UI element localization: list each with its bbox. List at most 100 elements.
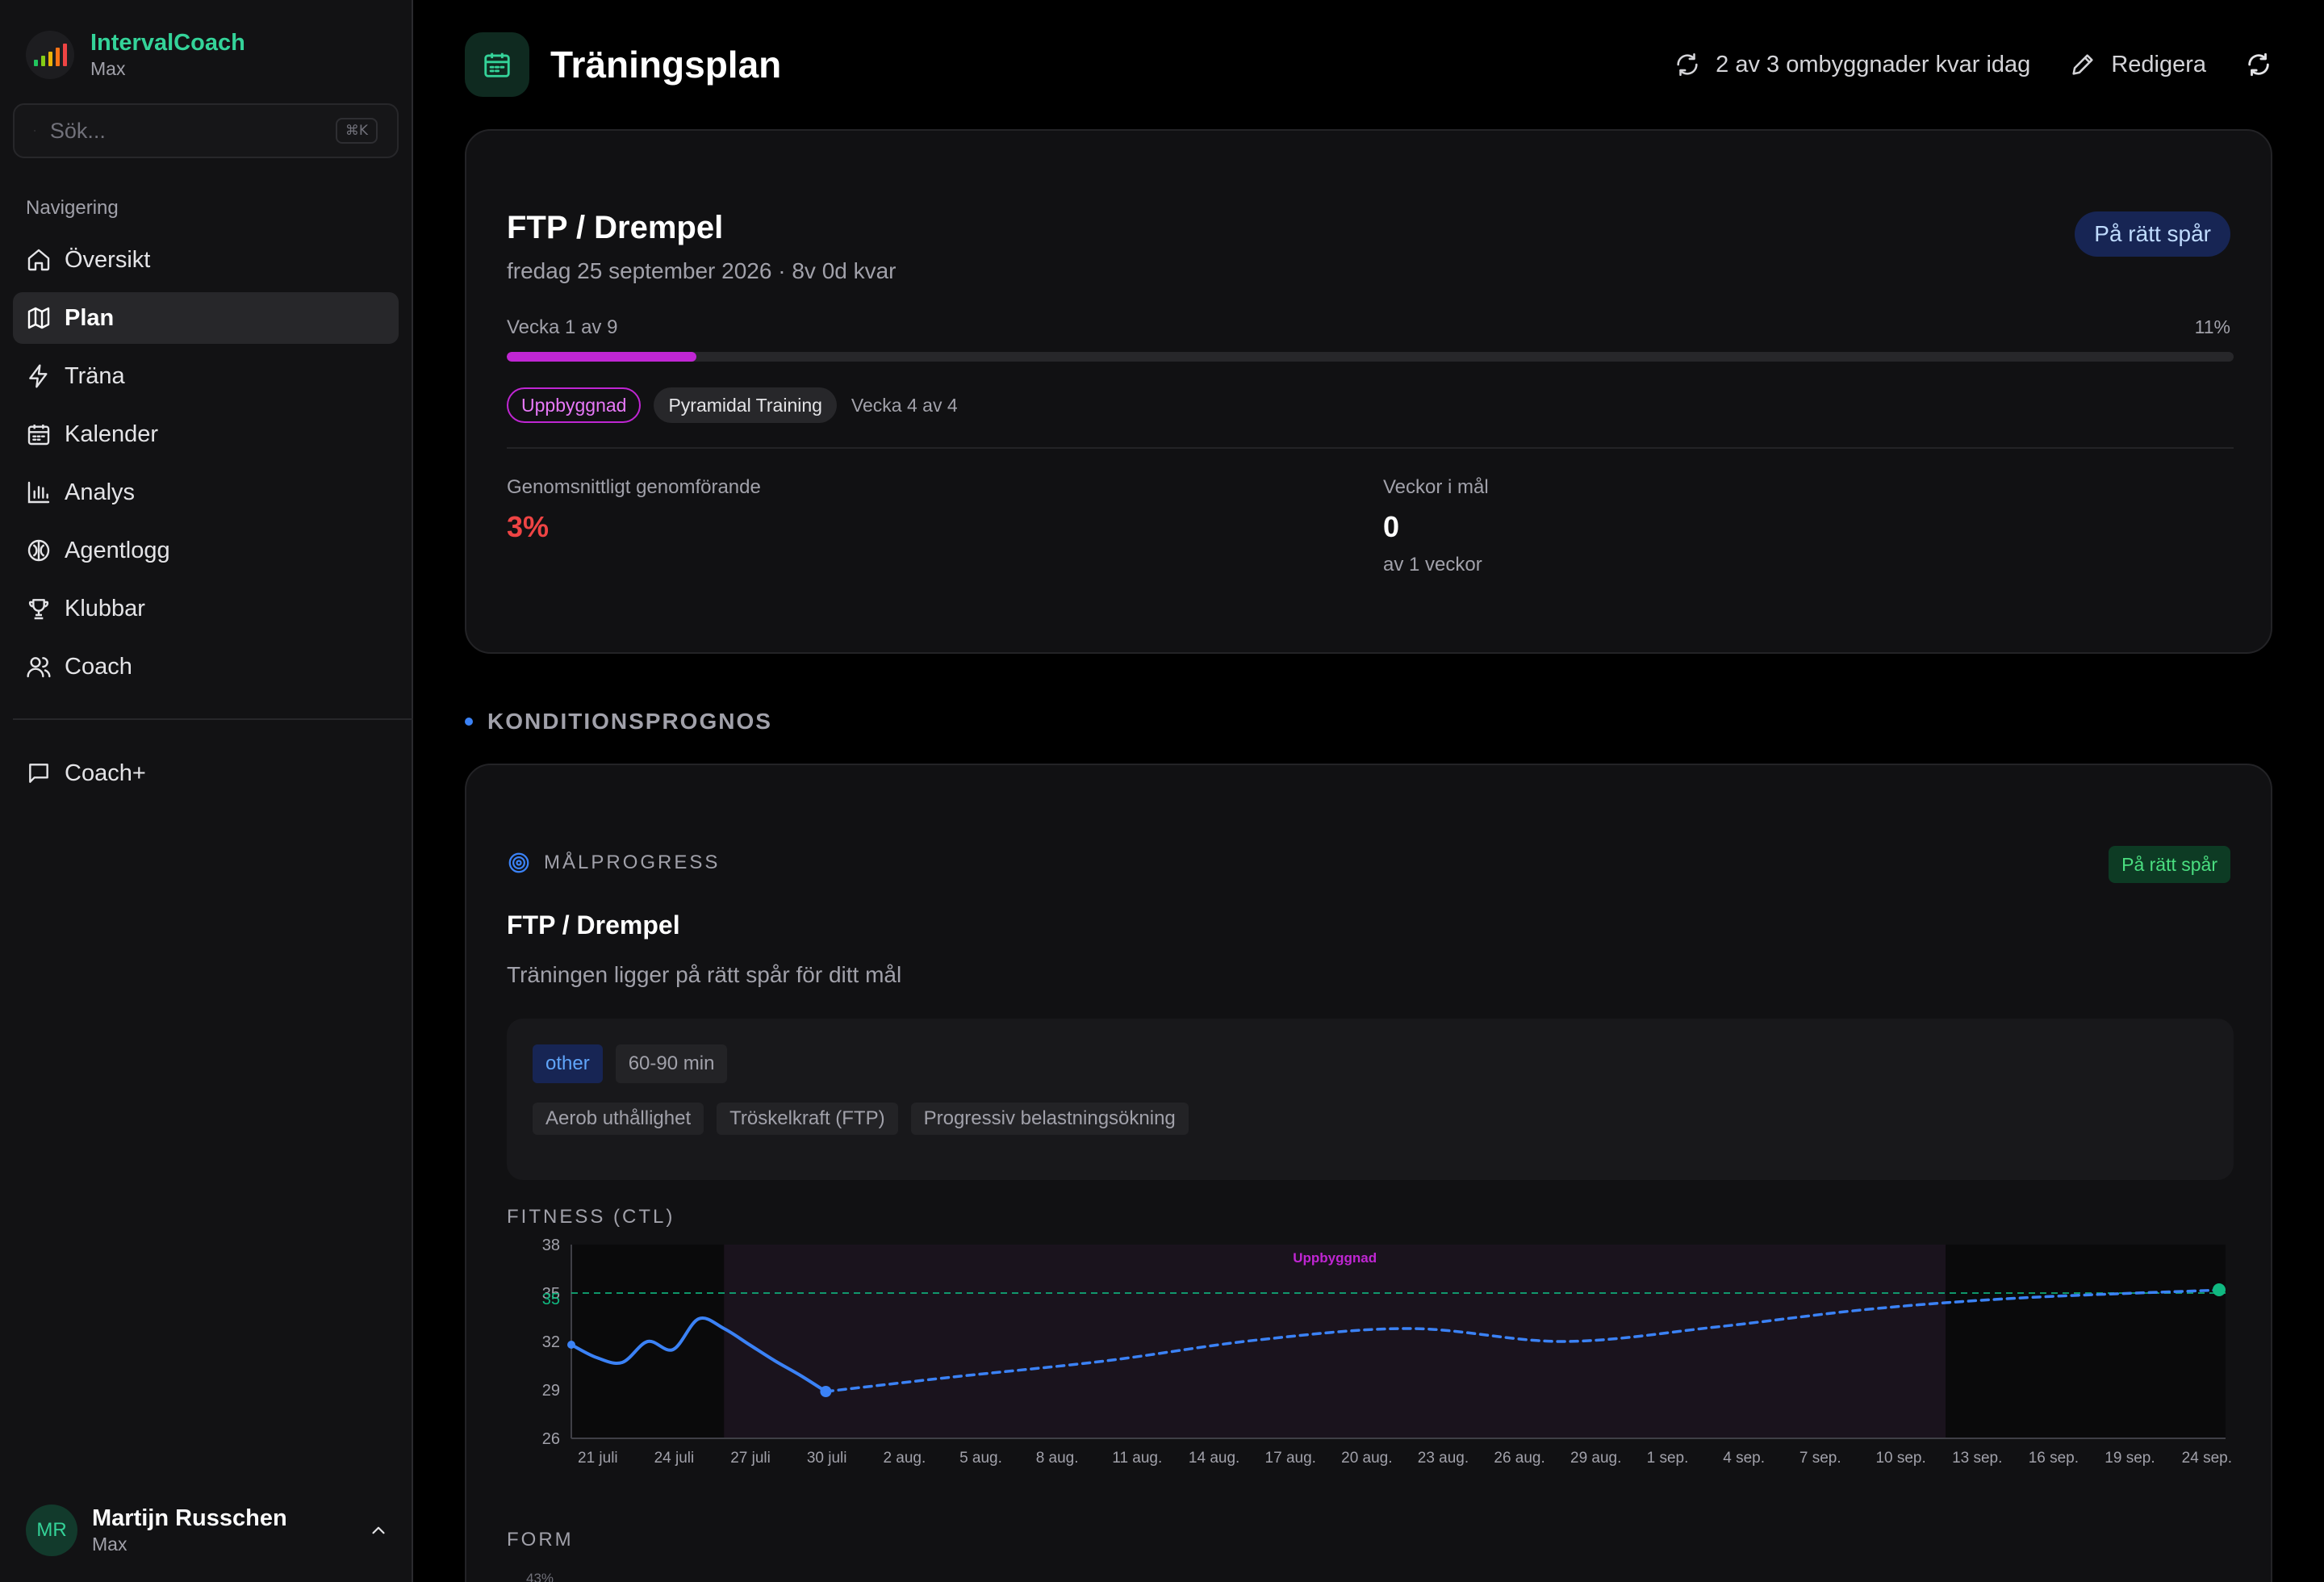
avg-completion-stat: Genomsnittligt genomförande 3% [507,476,761,544]
status-badge: På rätt spår [2109,846,2230,883]
brand[interactable]: IntervalCoach Max [26,26,245,84]
x-tick-label: 4 sep. [1723,1450,1765,1467]
rebuild-counter-text: 2 av 3 ombyggnader kvar idag [1716,51,2031,77]
y-tick-label: 38 [542,1237,560,1254]
x-tick-label: 17 aug. [1265,1450,1316,1467]
chevron-up-icon[interactable] [368,1520,389,1541]
user-name: Martijn Russchen [92,1505,287,1531]
x-tick-label: 24 sep. [2182,1450,2232,1467]
form-y-tick: 43% [526,1571,554,1582]
stat-label: Genomsnittligt genomförande [507,476,761,498]
page-title: Träningsplan [550,44,782,86]
sidebar-item-analys[interactable]: Analys [13,467,399,518]
goal-progress-label: MÅLPROGRESS [544,852,721,873]
sidebar-item-label: Agentlogg [65,537,170,563]
x-tick-label: 23 aug. [1418,1450,1469,1467]
section-title-text: KONDITIONSPROGNOS [487,709,772,734]
chart-title: FITNESS (CTL) [507,1206,675,1228]
bar-chart-icon [27,481,50,504]
sidebar-item-kalender[interactable]: Kalender [13,408,399,460]
goal-title: FTP / Drempel [507,210,724,245]
plan-progress-fill [507,352,697,362]
search-box[interactable]: ⌘K [13,103,399,158]
sidebar-item-trana[interactable]: Träna [13,350,399,402]
phase-band-label: Uppbyggnad [1293,1250,1377,1266]
sidebar-item-coach[interactable]: Coach [13,641,399,693]
x-tick-label: 10 sep. [1875,1450,1925,1467]
forecast-card: MÅLPROGRESS På rätt spår FTP / Drempel T… [465,764,2272,1582]
main-nav: Översikt Plan Träna Kalender Analys Agen… [13,234,399,699]
page-header: Träningsplan 2 av 3 ombyggnader kvar ida… [465,32,2272,97]
stat-value: 3% [507,510,550,543]
logo-icon [26,31,74,79]
tag-focus: Aerob uthållighet [533,1103,704,1135]
brain-icon [27,539,50,562]
week-percent: 11% [2194,316,2230,337]
forecast-description: Träningen ligger på rätt spår för ditt m… [507,962,902,987]
search-icon [34,130,36,132]
week-label: Vecka 1 av 9 [507,316,618,338]
goal-point [2213,1283,2226,1296]
edit-button[interactable]: Redigera [2069,51,2206,78]
home-icon [27,249,50,271]
sidebar-item-plan[interactable]: Plan [13,292,399,344]
sidebar-item-coach-plus[interactable]: Coach+ [13,747,399,799]
sidebar-item-klubbar[interactable]: Klubbar [13,583,399,634]
sidebar-item-label: Coach [65,653,132,680]
user-menu[interactable]: MR Martijn Russchen Max [26,1501,389,1559]
phase-chip: Uppbyggnad [507,387,642,423]
x-tick-label: 20 aug. [1341,1450,1392,1467]
trophy-icon [28,599,49,620]
app-name: IntervalCoach [90,30,245,56]
block-chip: Pyramidal Training [654,387,837,423]
calendar-icon [27,425,50,446]
x-tick-label: 7 sep. [1799,1450,1841,1467]
plan-progress-bar [507,352,2234,362]
user-plan: Max [92,1534,127,1555]
stat-sub: av 1 veckor [1383,554,1482,575]
x-tick-label: 2 aug. [883,1450,926,1467]
x-tick-label: 5 aug. [959,1450,1002,1467]
sidebar-divider [13,718,413,720]
projected-ctl-line [824,1288,2227,1393]
y-tick-label: 26 [542,1430,560,1448]
target-icon [508,852,529,873]
x-tick-label: 8 aug. [1036,1450,1079,1467]
block-week: Vecka 4 av 4 [851,394,958,416]
tag-row: other 60-90 min [533,1044,740,1083]
tags-box: other 60-90 min Aerob uthållighet Tröske… [507,1019,2234,1180]
sidebar-item-agentlogg[interactable]: Agentlogg [13,525,399,576]
today-point [820,1386,832,1397]
sidebar-item-oversikt[interactable]: Översikt [13,234,399,286]
x-tick-label: 24 juli [654,1450,695,1467]
x-tick-label: 14 aug. [1189,1450,1239,1467]
stat-label: Veckor i mål [1383,476,1489,498]
target-label: 35 [542,1291,560,1308]
y-tick-label: 32 [542,1333,560,1351]
edit-button-label: Redigera [2111,51,2206,77]
x-tick-label: 21 juli [578,1450,618,1467]
goal-progress-header: MÅLPROGRESS [507,851,720,875]
tag-focus: Progressiv belastningsökning [910,1103,1189,1135]
card-divider [507,447,2234,449]
goal-date: fredag 25 september 2026 · 8v 0d kvar [507,258,897,283]
phase-band [724,1245,1946,1438]
sidebar-item-label: Träna [65,362,125,389]
y-tick-label: 29 [542,1382,560,1400]
stat-value: 0 [1383,510,1400,543]
tag-focus: Tröskelkraft (FTP) [717,1103,898,1135]
sidebar-item-label: Coach+ [65,760,146,786]
y-tick-label: 35 [542,1285,560,1303]
search-input[interactable] [49,118,336,144]
x-tick-label: 16 sep. [2029,1450,2079,1467]
x-tick-label: 19 sep. [2105,1450,2155,1467]
rebuild-counter: 2 av 3 ombyggnader kvar idag [1674,51,2030,78]
rebuild-button[interactable] [2245,51,2272,78]
form-chart-title: FORM [507,1529,574,1551]
section-title: KONDITIONSPROGNOS [465,709,772,734]
section-dot [465,718,473,726]
map-icon [27,307,50,329]
refresh-icon [2248,52,2269,77]
tag-sport: other [533,1044,603,1083]
users-icon [27,657,51,678]
